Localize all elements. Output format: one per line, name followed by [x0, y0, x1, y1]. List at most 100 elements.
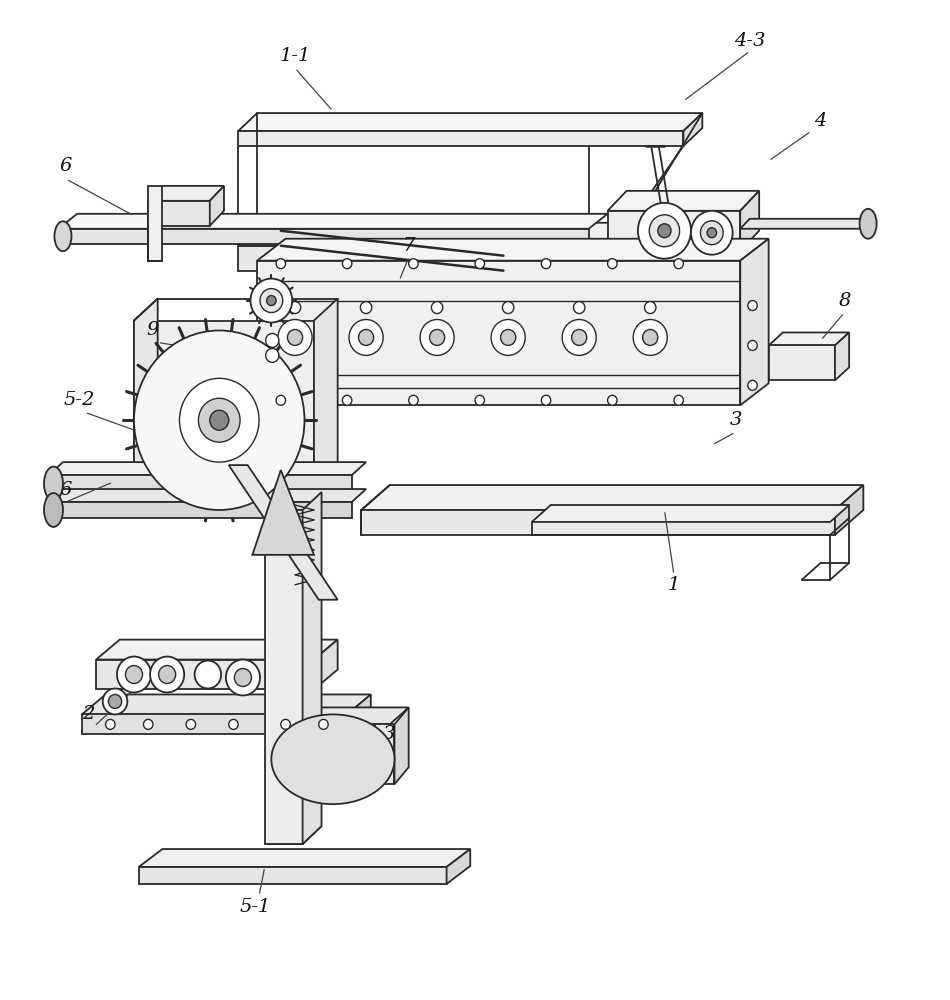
Polygon shape	[238, 131, 683, 146]
Circle shape	[255, 283, 289, 319]
Polygon shape	[148, 186, 162, 261]
Circle shape	[491, 320, 525, 355]
Polygon shape	[148, 186, 224, 201]
Polygon shape	[683, 113, 702, 146]
Polygon shape	[58, 214, 608, 229]
Text: 5-3: 5-3	[365, 725, 396, 743]
Polygon shape	[769, 345, 835, 380]
Circle shape	[634, 320, 667, 355]
Polygon shape	[210, 186, 224, 226]
Ellipse shape	[54, 221, 71, 251]
Circle shape	[143, 719, 153, 729]
Circle shape	[637, 203, 691, 259]
Polygon shape	[238, 228, 305, 246]
Polygon shape	[347, 694, 370, 734]
Ellipse shape	[860, 209, 877, 239]
Circle shape	[288, 329, 303, 345]
Polygon shape	[265, 510, 303, 844]
Circle shape	[281, 719, 291, 729]
Polygon shape	[257, 261, 740, 405]
Circle shape	[707, 228, 716, 238]
Circle shape	[700, 221, 723, 245]
Circle shape	[290, 302, 301, 314]
Circle shape	[501, 329, 516, 345]
Circle shape	[103, 688, 127, 714]
Circle shape	[134, 330, 305, 510]
Polygon shape	[82, 694, 371, 714]
Circle shape	[562, 320, 597, 355]
Polygon shape	[272, 707, 408, 724]
Polygon shape	[134, 320, 314, 510]
Polygon shape	[48, 462, 366, 475]
Circle shape	[649, 215, 679, 247]
Polygon shape	[446, 849, 470, 884]
Text: 4-3: 4-3	[734, 32, 766, 50]
Circle shape	[574, 302, 585, 314]
Polygon shape	[835, 485, 864, 535]
Text: 5-2: 5-2	[64, 391, 95, 409]
Polygon shape	[48, 475, 352, 492]
Polygon shape	[229, 465, 337, 600]
Text: 1: 1	[668, 576, 680, 594]
Polygon shape	[740, 191, 759, 251]
Text: 6: 6	[60, 157, 72, 175]
Polygon shape	[361, 510, 835, 535]
Circle shape	[674, 259, 683, 269]
Circle shape	[210, 410, 229, 430]
Ellipse shape	[44, 467, 63, 500]
Text: 2: 2	[83, 705, 95, 723]
Polygon shape	[58, 229, 589, 244]
Circle shape	[691, 211, 732, 255]
Circle shape	[267, 296, 276, 306]
Text: 4: 4	[814, 112, 826, 130]
Polygon shape	[608, 191, 759, 211]
Polygon shape	[303, 492, 321, 844]
Circle shape	[644, 302, 655, 314]
Text: 6: 6	[60, 481, 72, 499]
Circle shape	[748, 301, 757, 311]
Polygon shape	[532, 505, 849, 522]
Circle shape	[180, 378, 259, 462]
Circle shape	[408, 395, 418, 405]
Polygon shape	[48, 502, 352, 518]
Text: 5-1: 5-1	[239, 898, 271, 916]
Text: 1-1: 1-1	[279, 47, 311, 65]
Polygon shape	[139, 849, 470, 867]
Polygon shape	[314, 640, 337, 689]
Circle shape	[608, 259, 618, 269]
Circle shape	[186, 719, 196, 729]
Circle shape	[266, 348, 279, 362]
Polygon shape	[257, 239, 769, 261]
Circle shape	[420, 320, 454, 355]
Polygon shape	[835, 332, 849, 380]
Polygon shape	[96, 640, 337, 660]
Circle shape	[748, 380, 757, 390]
Circle shape	[748, 340, 757, 350]
Circle shape	[608, 395, 618, 405]
Circle shape	[408, 259, 418, 269]
Circle shape	[674, 395, 683, 405]
Polygon shape	[769, 332, 849, 345]
Circle shape	[251, 279, 293, 322]
Polygon shape	[238, 246, 286, 271]
Ellipse shape	[272, 714, 394, 804]
Circle shape	[117, 657, 151, 692]
Polygon shape	[570, 223, 636, 241]
Polygon shape	[570, 241, 618, 266]
Circle shape	[226, 660, 260, 695]
Circle shape	[342, 395, 352, 405]
Text: 7: 7	[403, 237, 415, 255]
Circle shape	[342, 259, 352, 269]
Circle shape	[108, 694, 122, 708]
Circle shape	[266, 333, 279, 347]
Circle shape	[276, 395, 286, 405]
Circle shape	[278, 320, 313, 355]
Circle shape	[150, 657, 184, 692]
Polygon shape	[265, 826, 321, 844]
Text: 8: 8	[838, 292, 850, 310]
Polygon shape	[740, 239, 769, 405]
Circle shape	[475, 395, 484, 405]
Circle shape	[159, 666, 176, 683]
Circle shape	[475, 259, 484, 269]
Polygon shape	[608, 211, 740, 251]
